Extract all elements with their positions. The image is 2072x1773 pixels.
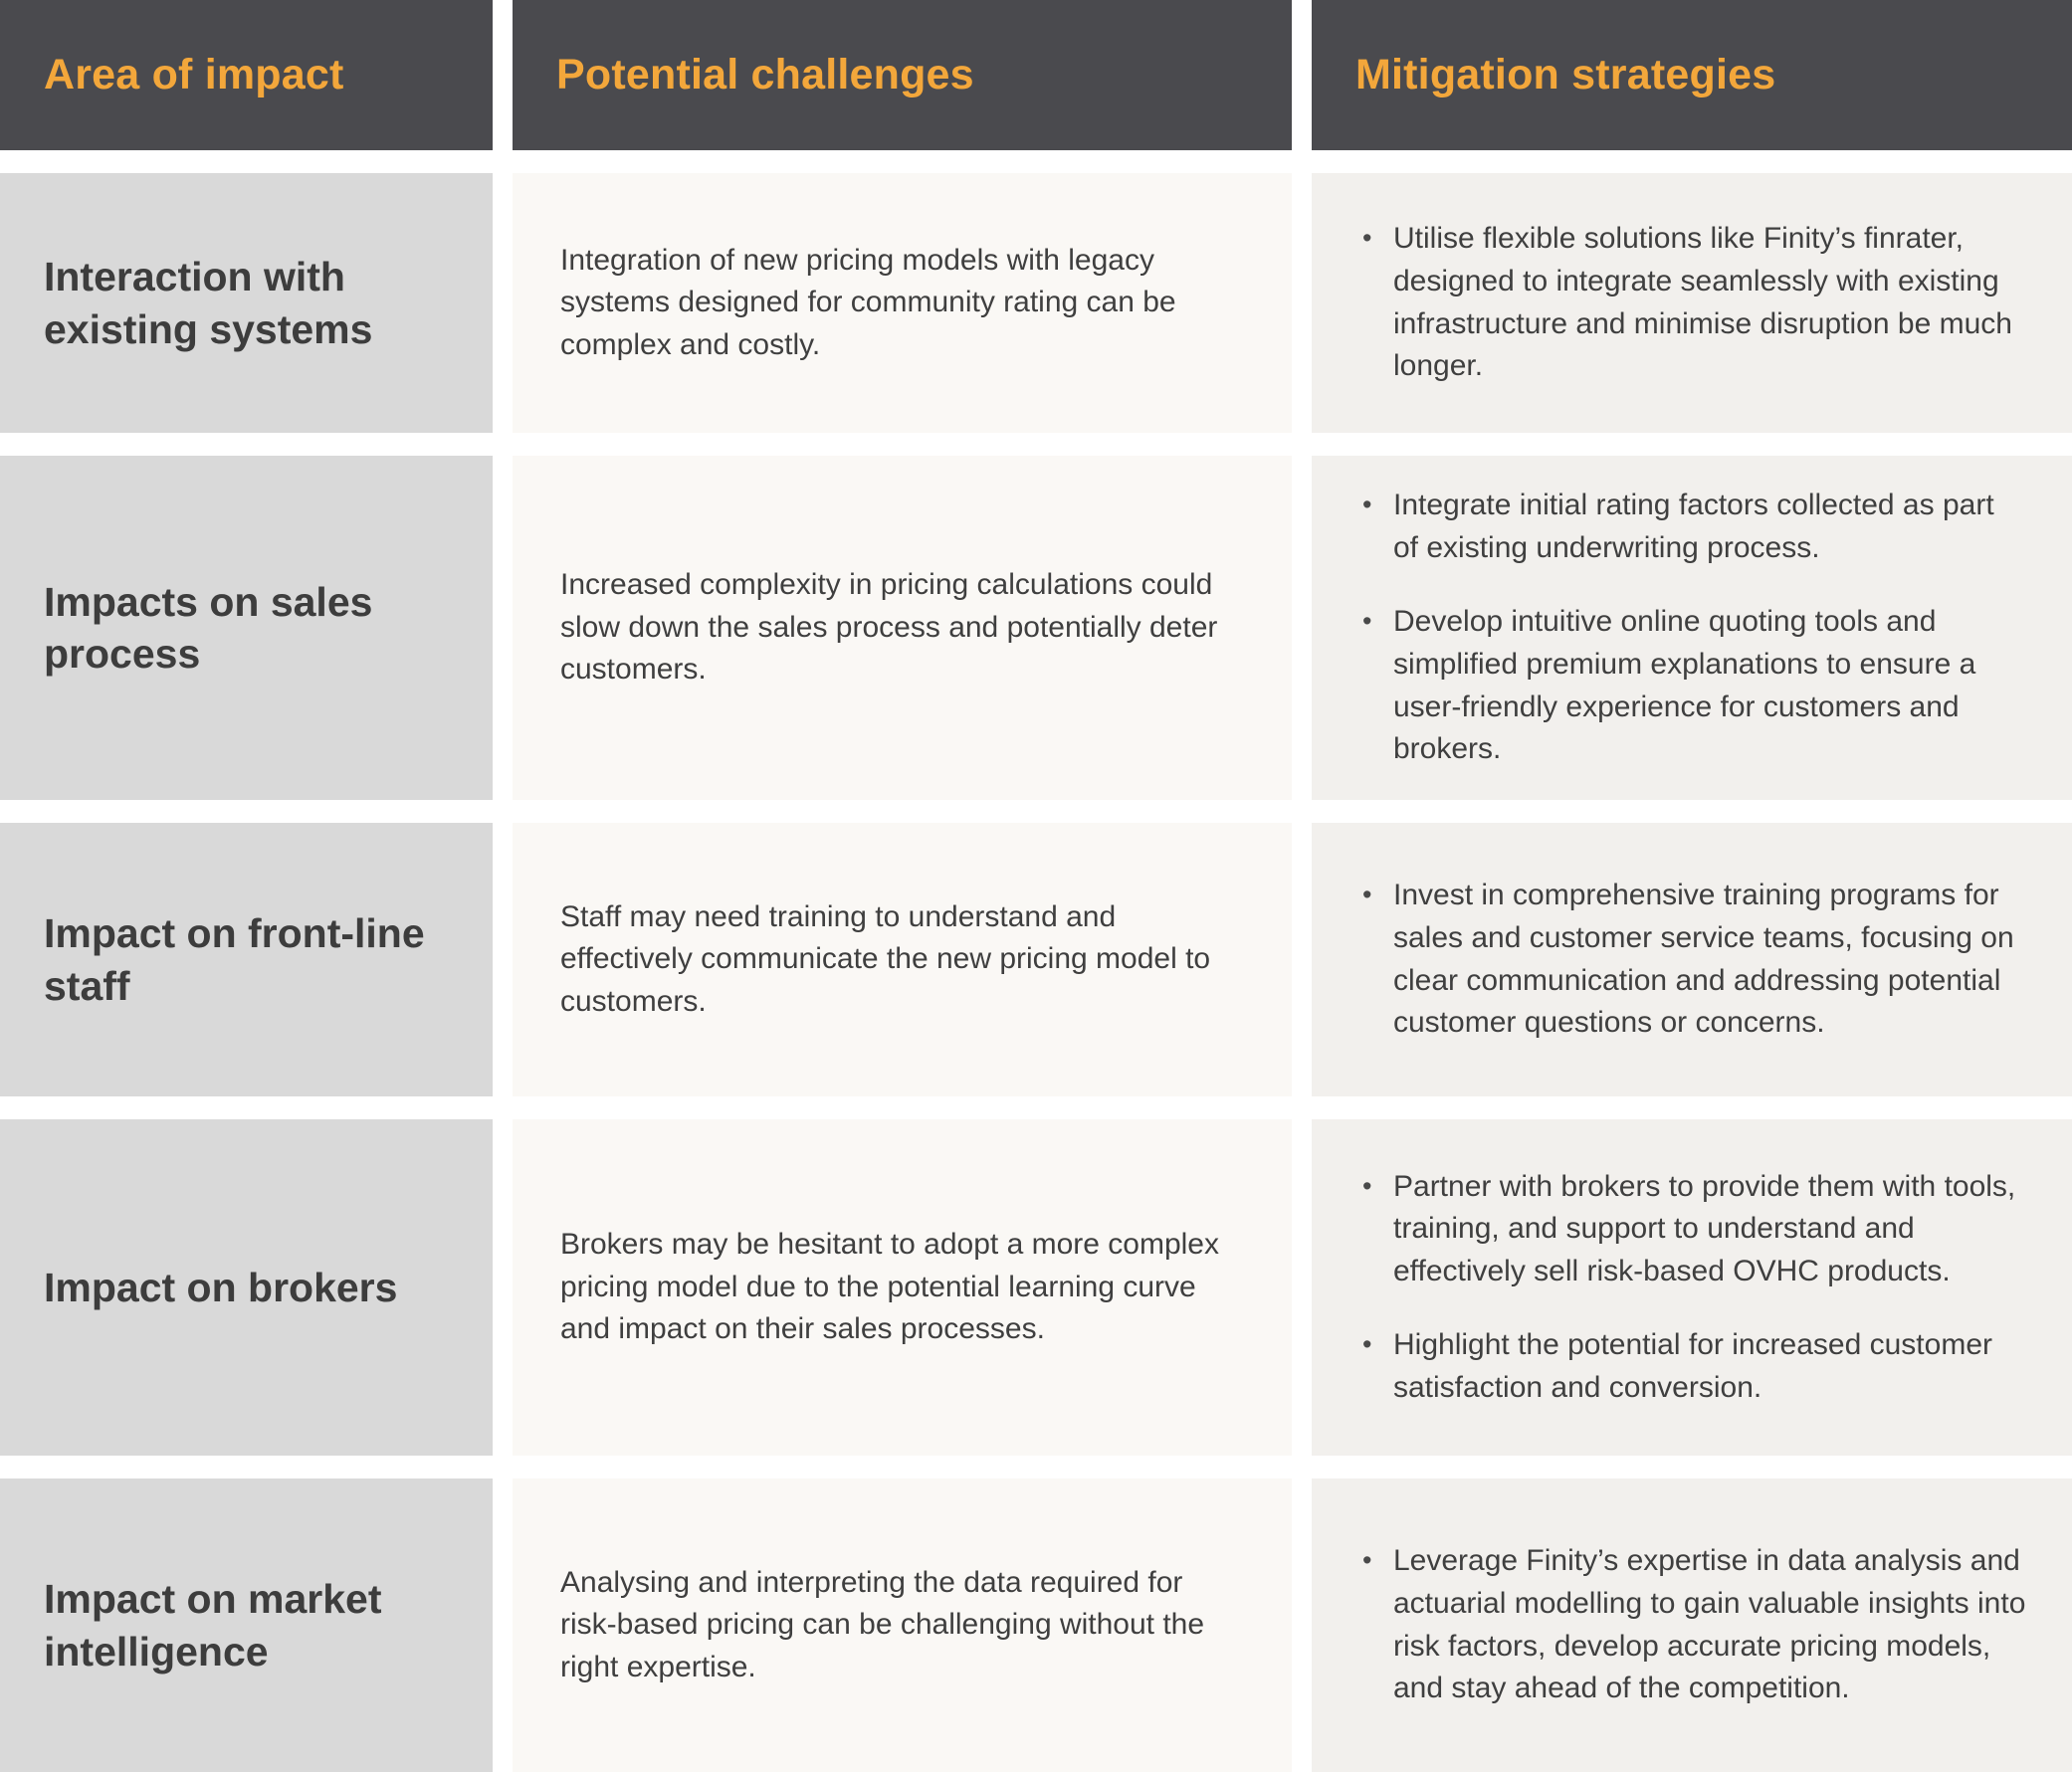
challenge-text: Integration of new pricing models with l… — [560, 243, 1176, 361]
column-header-label: Area of impact — [44, 51, 344, 98]
challenge-cell: Increased complexity in pricing calculat… — [513, 456, 1292, 800]
mitigation-cell: Leverage Finity’s expertise in data anal… — [1312, 1478, 2072, 1772]
column-header-label: Potential challenges — [556, 51, 974, 98]
area-label: Impacts on sales process — [44, 578, 373, 677]
column-header-area-of-impact: Area of impact — [0, 0, 493, 150]
mitigation-item: Highlight the potential for increased cu… — [1357, 1324, 2026, 1409]
mitigation-list: Partner with brokers to provide them wit… — [1357, 1166, 2026, 1410]
area-label: Impact on brokers — [44, 1264, 398, 1310]
column-header-label: Mitigation strategies — [1355, 51, 1776, 98]
area-label: Impact on market intelligence — [44, 1576, 382, 1674]
challenge-cell: Analysing and interpreting the data requ… — [513, 1478, 1292, 1772]
mitigation-item: Integrate initial rating factors collect… — [1357, 485, 2026, 569]
mitigation-cell: Partner with brokers to provide them wit… — [1312, 1119, 2072, 1456]
mitigation-item: Invest in comprehensive training program… — [1357, 875, 2026, 1044]
area-cell: Impact on market intelligence — [0, 1478, 493, 1772]
area-cell: Interaction with existing systems — [0, 173, 493, 433]
column-header-mitigation-strategies: Mitigation strategies — [1312, 0, 2072, 150]
challenge-text: Increased complexity in pricing calculat… — [560, 568, 1218, 687]
mitigation-item: Partner with brokers to provide them wit… — [1357, 1166, 2026, 1293]
area-cell: Impacts on sales process — [0, 456, 493, 800]
area-label: Interaction with existing systems — [44, 254, 373, 352]
mitigation-cell: Integrate initial rating factors collect… — [1312, 456, 2072, 800]
mitigation-list: Utilise flexible solutions like Finity’s… — [1357, 218, 2026, 387]
mitigation-item: Utilise flexible solutions like Finity’s… — [1357, 218, 2026, 387]
mitigation-item: Leverage Finity’s expertise in data anal… — [1357, 1540, 2026, 1709]
challenge-text: Staff may need training to understand an… — [560, 899, 1211, 1018]
mitigation-cell: Utilise flexible solutions like Finity’s… — [1312, 173, 2072, 433]
challenge-text: Brokers may be hesitant to adopt a more … — [560, 1228, 1219, 1346]
area-label: Impact on front-line staff — [44, 910, 425, 1009]
challenge-text: Analysing and interpreting the data requ… — [560, 1565, 1205, 1683]
mitigation-cell: Invest in comprehensive training program… — [1312, 823, 2072, 1096]
challenge-cell: Integration of new pricing models with l… — [513, 173, 1292, 433]
column-header-potential-challenges: Potential challenges — [513, 0, 1292, 150]
challenge-cell: Brokers may be hesitant to adopt a more … — [513, 1119, 1292, 1456]
mitigation-list: Invest in comprehensive training program… — [1357, 875, 2026, 1044]
mitigation-list: Integrate initial rating factors collect… — [1357, 485, 2026, 771]
mitigation-item: Develop intuitive online quoting tools a… — [1357, 601, 2026, 770]
mitigation-list: Leverage Finity’s expertise in data anal… — [1357, 1540, 2026, 1709]
area-cell: Impact on brokers — [0, 1119, 493, 1456]
area-cell: Impact on front-line staff — [0, 823, 493, 1096]
challenge-cell: Staff may need training to understand an… — [513, 823, 1292, 1096]
